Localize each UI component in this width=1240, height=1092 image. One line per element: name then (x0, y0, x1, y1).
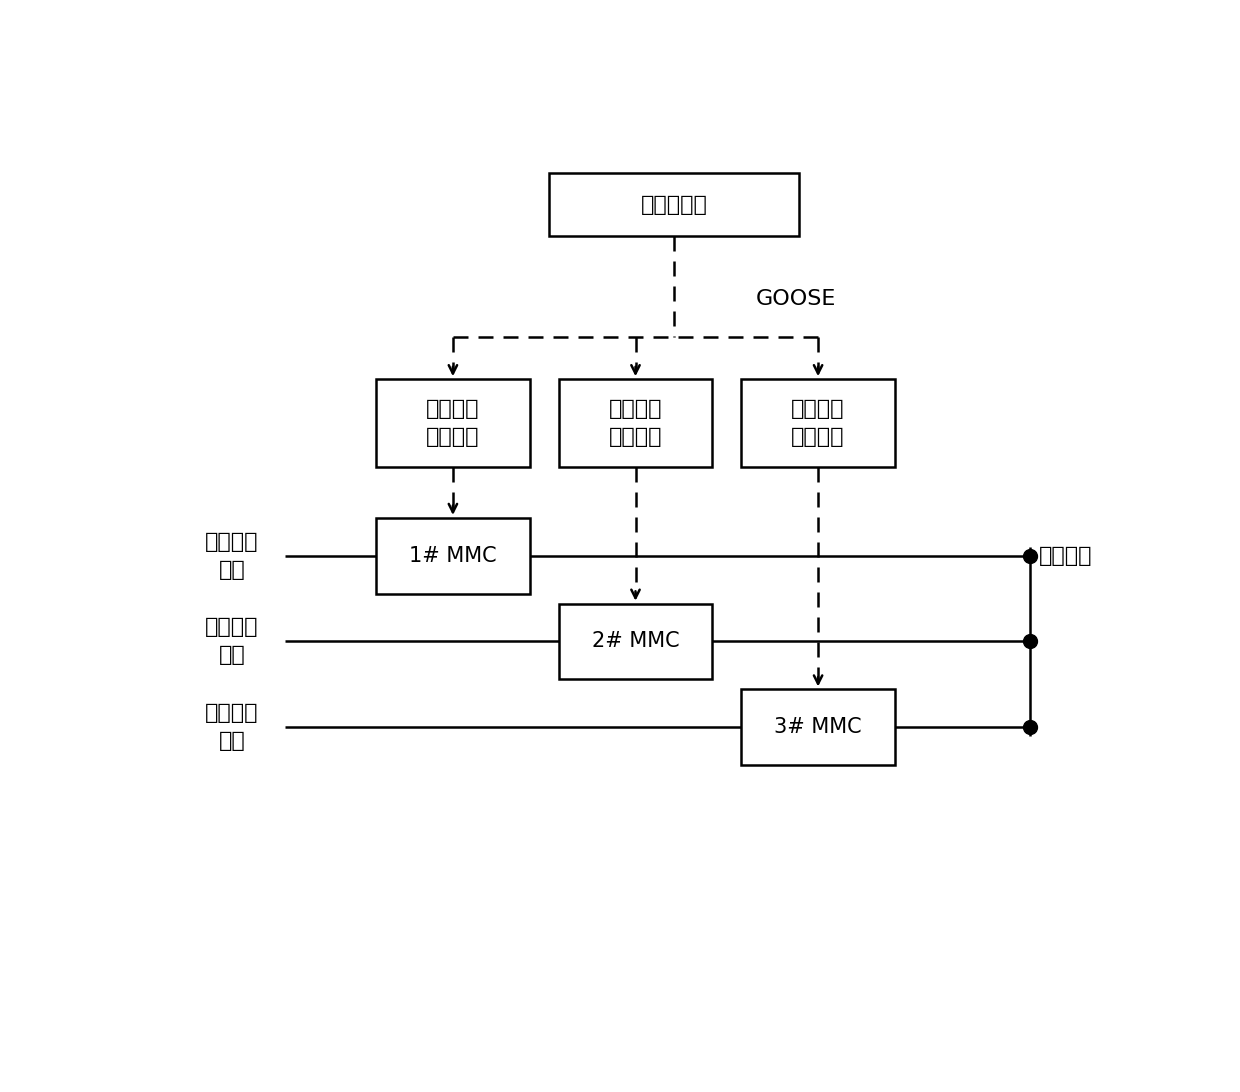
Text: 第一交流
馈线: 第一交流 馈线 (205, 532, 259, 580)
Text: 第二交流
馈线: 第二交流 馈线 (205, 617, 259, 665)
Bar (742, 379, 895, 467)
Bar (376, 379, 529, 467)
Text: 第一控制
保护单元: 第一控制 保护单元 (609, 400, 662, 448)
Text: 1# MMC: 1# MMC (409, 546, 497, 566)
Bar (549, 173, 799, 236)
Bar (376, 518, 529, 594)
Bar (558, 604, 712, 679)
Bar (558, 379, 712, 467)
Text: 第一控制
保护单元: 第一控制 保护单元 (427, 400, 480, 448)
Text: 第一控制
保护单元: 第一控制 保护单元 (791, 400, 844, 448)
Bar (742, 689, 895, 765)
Text: 第三交流
馈线: 第三交流 馈线 (205, 703, 259, 751)
Text: 协调控制器: 协调控制器 (641, 194, 707, 215)
Text: 直流母线: 直流母线 (1039, 546, 1092, 566)
Text: GOOSE: GOOSE (755, 289, 836, 309)
Text: 2# MMC: 2# MMC (591, 631, 680, 652)
Text: 3# MMC: 3# MMC (774, 717, 862, 737)
